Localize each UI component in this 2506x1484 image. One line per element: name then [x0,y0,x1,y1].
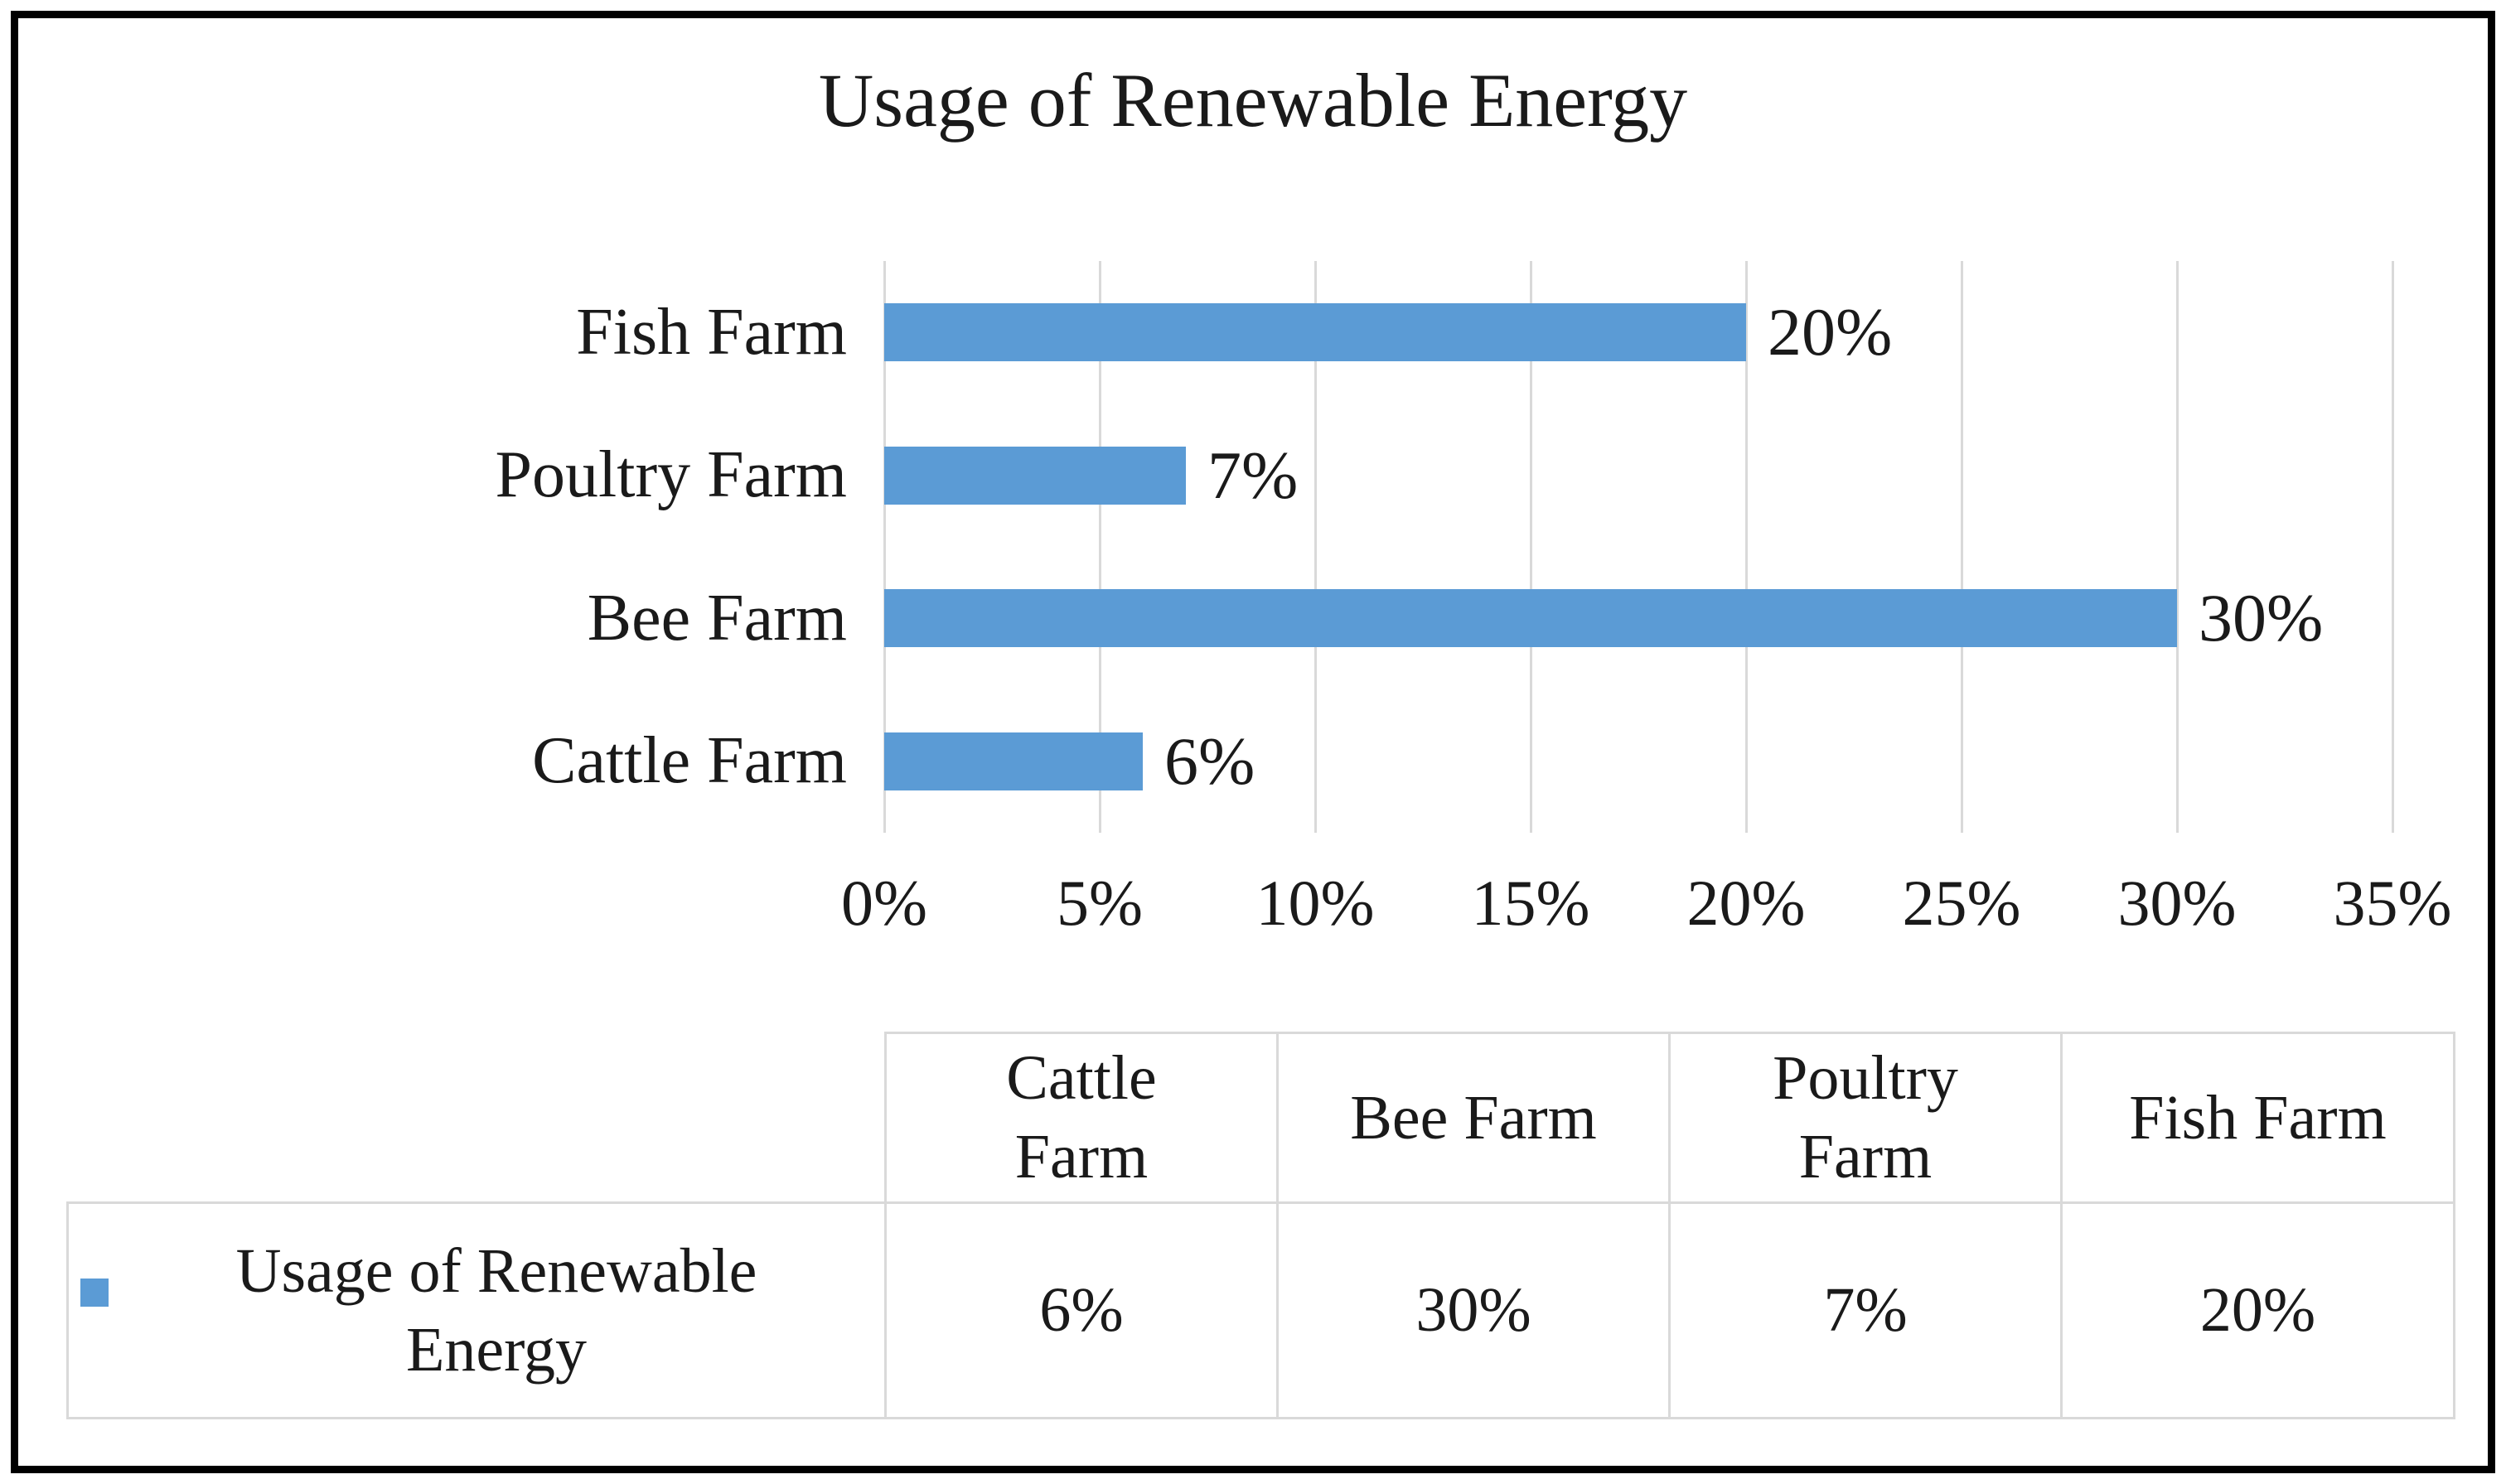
table-header-row: Cattle Farm Bee Farm Poultry Farm Fish Farm [68,1032,2455,1204]
x-tick-label-35-: 35% [2333,867,2452,939]
category-label-poultry-farm: Poultry Farm [495,438,847,512]
x-tick-label-10-: 10% [1255,867,1375,939]
legend: Usage of Renewable Energy [69,1232,884,1390]
category-label-cattle-farm: Cattle Farm [532,724,847,798]
plot-area: 20% 7% 30% 6% [883,261,2394,833]
chart-outer-frame [11,11,2495,1473]
x-tick-label-25-: 25% [1902,867,2021,939]
bar-cattle-farm [884,732,1143,790]
bar-poultry-farm [884,446,1186,505]
value-label-bee-farm: 30% [2199,580,2324,656]
table-value-fish-farm: 20% [2060,1201,2455,1419]
gridline-30- [2175,261,2179,833]
legend-series-name: Usage of Renewable Energy [235,1235,757,1385]
x-tick-label-5-: 5% [1057,867,1143,939]
x-tick-label-20-: 20% [1686,867,1806,939]
bar-fish-farm [884,303,1746,362]
chart-data-table: Cattle Farm Bee Farm Poultry Farm Fish Farm… [66,1032,2455,1419]
bar-bee-farm [884,589,2177,648]
x-tick-label-0-: 0% [841,867,927,939]
value-label-cattle-farm: 6% [1164,723,1255,799]
gridline-0- [883,261,886,833]
table-row-label-cell: Usage of Renewable Energy [66,1201,887,1419]
table-value-bee-farm: 30% [1276,1201,1671,1419]
value-label-fish-farm: 20% [1768,294,1893,370]
gridline-20- [1744,261,1748,833]
table-header-poultry-farm: Poultry Farm [1668,1032,2063,1204]
value-label-poultry-farm: 7% [1207,437,1299,513]
gridline-15- [1529,261,1532,833]
table-value-poultry-farm: 7% [1668,1201,2063,1419]
gridline-25- [1960,261,1963,833]
table-header-fish-farm: Fish Farm [2060,1032,2455,1204]
gridline-10- [1313,261,1317,833]
table-header-cattle-farm: Cattle Farm [884,1032,1279,1204]
table-value-cattle-farm: 6% [884,1201,1279,1419]
legend-marker-icon [80,1278,109,1307]
table-value-row: Usage of Renewable Energy 6% 30% 7% 20% [66,1201,2455,1419]
category-label-fish-farm: Fish Farm [576,295,847,369]
category-label-bee-farm: Bee Farm [587,581,847,655]
x-tick-label-30-: 30% [2117,867,2237,939]
table-corner-cell [68,1033,886,1203]
table-header-bee-farm: Bee Farm [1276,1032,1671,1204]
chart-title: Usage of Renewable Energy [818,58,1688,143]
gridline-5- [1098,261,1101,833]
x-tick-label-15-: 15% [1471,867,1590,939]
gridline-35- [2391,261,2394,833]
